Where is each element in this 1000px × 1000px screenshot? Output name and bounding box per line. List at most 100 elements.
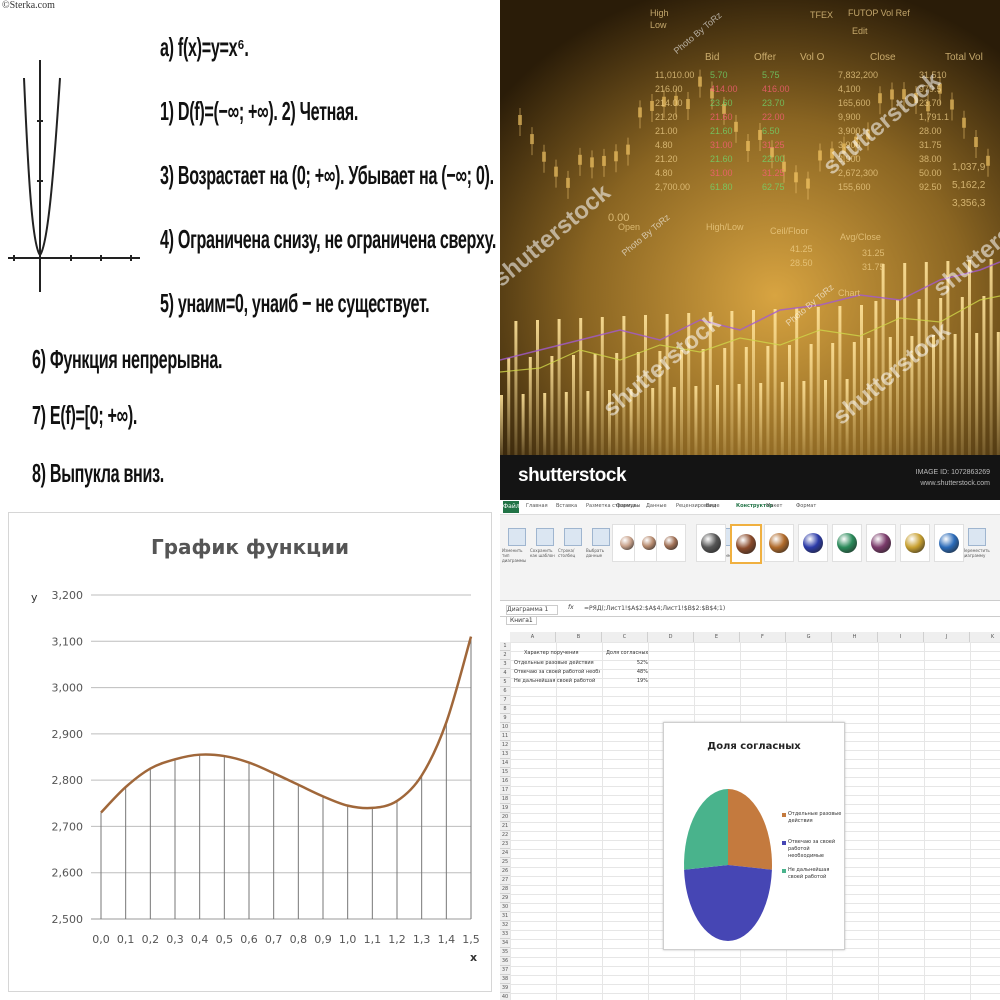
column-header[interactable]: G xyxy=(786,632,832,642)
table-cell[interactable]: 52% xyxy=(636,660,648,666)
chart-style-thumb[interactable] xyxy=(798,524,828,562)
file-tab[interactable]: Файл xyxy=(503,501,520,513)
ribbon-tab[interactable]: Вставка xyxy=(556,503,578,509)
pie-slice[interactable] xyxy=(684,789,728,870)
chart-style-thumb[interactable] xyxy=(696,524,726,562)
table-header-2[interactable]: Доля согласных xyxy=(606,650,648,656)
stock-col-header: Bid xyxy=(705,52,720,63)
row-header[interactable]: 35 xyxy=(500,948,510,957)
row-header[interactable]: 40 xyxy=(500,993,510,1000)
row-header[interactable]: 32 xyxy=(500,921,510,930)
row-header[interactable]: 22 xyxy=(500,831,510,840)
row-header[interactable]: 15 xyxy=(500,768,510,777)
row-header[interactable]: 3 xyxy=(500,660,510,669)
row-header[interactable]: 19 xyxy=(500,804,510,813)
column-header[interactable]: K xyxy=(970,632,1000,642)
volume-bar xyxy=(773,309,777,455)
row-header[interactable]: 10 xyxy=(500,723,510,732)
row-header[interactable]: 6 xyxy=(500,687,510,696)
ribbon-button-icon[interactable] xyxy=(508,528,526,546)
row-header[interactable]: 18 xyxy=(500,795,510,804)
row-header[interactable]: 30 xyxy=(500,903,510,912)
row-header[interactable]: 37 xyxy=(500,966,510,975)
table-header-1[interactable]: Характер поручения xyxy=(524,650,579,656)
ribbon-button-icon[interactable] xyxy=(564,528,582,546)
ribbon-tab[interactable]: Формулы xyxy=(616,503,641,509)
row-header[interactable]: 27 xyxy=(500,876,510,885)
row-header[interactable]: 11 xyxy=(500,732,510,741)
row-header[interactable]: 7 xyxy=(500,696,510,705)
ribbon-tab[interactable]: Разметка страницы xyxy=(586,503,638,509)
formula-bar: Диаграмма 1 fx =РЯД(;Лист1!$A$2:$A$4;Лис… xyxy=(500,602,1000,617)
pie-chart-box[interactable]: Доля согласных Отдельные разовые действи… xyxy=(663,722,845,950)
row-header[interactable]: 29 xyxy=(500,894,510,903)
ribbon-tab[interactable]: Данные xyxy=(646,503,667,509)
mid-value-0: 0.00 xyxy=(608,212,630,224)
table-cell[interactable]: Отдельные разовые действия xyxy=(514,660,594,666)
row-header[interactable]: 1 xyxy=(500,642,510,651)
chart-style-thumb[interactable] xyxy=(730,524,762,564)
column-header[interactable]: J xyxy=(924,632,970,642)
ribbon-tab[interactable]: Формат xyxy=(796,503,817,509)
row-header[interactable]: 8 xyxy=(500,705,510,714)
pie-slice[interactable] xyxy=(728,789,772,870)
name-box[interactable]: Диаграмма 1 xyxy=(506,605,558,615)
row-header[interactable]: 36 xyxy=(500,957,510,966)
row-header[interactable]: 17 xyxy=(500,786,510,795)
row-header[interactable]: 23 xyxy=(500,840,510,849)
table-cell[interactable]: Не дальнейшая своей работой xyxy=(514,678,596,684)
row-header[interactable]: 16 xyxy=(500,777,510,786)
row-header[interactable]: 9 xyxy=(500,714,510,723)
ribbon-button-icon[interactable] xyxy=(592,528,610,546)
row-header[interactable]: 12 xyxy=(500,741,510,750)
column-header[interactable]: E xyxy=(694,632,740,642)
chart-style-thumb[interactable] xyxy=(866,524,896,562)
site-watermark: ©Sterka.com xyxy=(2,0,55,11)
y-tick-label: 2,700 xyxy=(52,820,84,833)
column-header[interactable]: H xyxy=(832,632,878,642)
row-header[interactable]: 2 xyxy=(500,651,510,660)
row-header[interactable]: 25 xyxy=(500,858,510,867)
row-header[interactable]: 21 xyxy=(500,822,510,831)
column-header[interactable]: B xyxy=(556,632,602,642)
formula-input[interactable]: =РЯД(;Лист1!$A$2:$A$4;Лист1!$B$2:$B$4;1) xyxy=(584,605,726,612)
row-header[interactable]: 39 xyxy=(500,984,510,993)
ribbon-tab[interactable]: Конструктор xyxy=(736,503,773,509)
chart-style-thumb[interactable] xyxy=(900,524,930,562)
row-header[interactable]: 5 xyxy=(500,678,510,687)
chart-style-thumb[interactable] xyxy=(764,524,794,562)
row-header[interactable]: 26 xyxy=(500,867,510,876)
ribbon-tab[interactable]: Рецензирование xyxy=(676,503,720,509)
ribbon-tab[interactable]: Главная xyxy=(526,503,548,509)
row-header[interactable]: 38 xyxy=(500,975,510,984)
pie-slice[interactable] xyxy=(684,865,772,942)
row-header[interactable]: 34 xyxy=(500,939,510,948)
sheet-tab[interactable]: Книга1 xyxy=(506,616,537,625)
column-header[interactable]: I xyxy=(878,632,924,642)
column-header[interactable]: A xyxy=(510,632,556,642)
chart-style-thumb[interactable] xyxy=(832,524,862,562)
column-header[interactable]: D xyxy=(648,632,694,642)
row-header[interactable]: 20 xyxy=(500,813,510,822)
row-header[interactable]: 33 xyxy=(500,930,510,939)
row-header[interactable]: 4 xyxy=(500,669,510,678)
row-header[interactable]: 28 xyxy=(500,885,510,894)
table-cell[interactable]: Отвечаю за своей работой необходимые xyxy=(514,669,600,675)
table-cell[interactable]: 48% xyxy=(636,669,648,675)
mid-value-1: 41.25 xyxy=(790,244,813,254)
column-header[interactable]: F xyxy=(740,632,786,642)
row-header[interactable]: 14 xyxy=(500,759,510,768)
x-tick-label: 0,9 xyxy=(314,933,332,946)
table-cell[interactable]: 19% xyxy=(636,678,648,684)
chart-style-thumb[interactable] xyxy=(656,524,686,562)
ribbon-tab[interactable]: Макет xyxy=(766,503,783,509)
chart-style-thumb[interactable] xyxy=(934,524,964,562)
row-header[interactable]: 31 xyxy=(500,912,510,921)
column-header[interactable]: C xyxy=(602,632,648,642)
stock-cell: 6.50 xyxy=(762,126,780,136)
row-header[interactable]: 24 xyxy=(500,849,510,858)
ribbon-button-icon[interactable] xyxy=(536,528,554,546)
ribbon-button-icon[interactable] xyxy=(968,528,986,546)
row-header[interactable]: 13 xyxy=(500,750,510,759)
ribbon-tab[interactable]: Вид xyxy=(706,503,717,509)
